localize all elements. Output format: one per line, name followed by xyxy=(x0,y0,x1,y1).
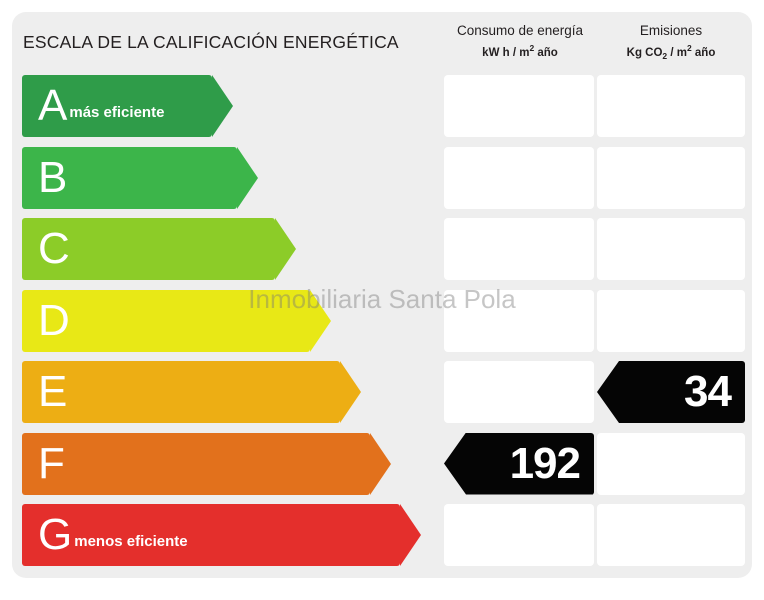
band-letter-c: C xyxy=(38,224,70,273)
rating-row-b: B xyxy=(12,146,752,209)
rating-row-e: E 34 xyxy=(12,361,752,423)
energy-cell-e xyxy=(444,361,594,423)
band-letter-e: E xyxy=(38,367,68,416)
band-letter-f: F xyxy=(38,438,65,488)
energy-value-badge-f: 192 xyxy=(444,432,594,495)
emissions-value: 34 xyxy=(684,367,732,416)
energy-band-c: C xyxy=(22,218,296,280)
emissions-cell-b xyxy=(597,146,745,209)
emissions-cell-g xyxy=(597,504,745,566)
band-arrow-tip-icon xyxy=(310,289,331,352)
scale-title: ESCALA DE LA CALIFICACIÓN ENERGÉTICA xyxy=(23,32,399,52)
band-note-a: más eficiente xyxy=(69,103,165,121)
energy-band-d: D xyxy=(22,289,331,352)
energy-cell-a xyxy=(444,75,594,137)
band-letter-d: D xyxy=(38,295,70,345)
band-letter-b: B xyxy=(38,152,68,202)
rating-row-d: D xyxy=(12,289,752,352)
band-letter-g: G xyxy=(38,510,73,559)
energy-band-f: F xyxy=(22,432,391,495)
energy-cell-b xyxy=(444,146,594,209)
band-arrow-tip-icon xyxy=(340,361,361,423)
band-letter-a: A xyxy=(38,81,68,130)
energy-band-b: B xyxy=(22,146,258,209)
energy-rating-certificate: ESCALA DE LA CALIFICACIÓN ENERGÉTICA Con… xyxy=(12,12,752,578)
column-header-emissions: Emisiones Kg CO2 / m2 año xyxy=(597,22,745,65)
energy-value: 192 xyxy=(509,438,581,488)
emissions-cell-a xyxy=(597,75,745,137)
column-header-energy-title: Consumo de energía xyxy=(456,23,584,38)
band-arrow-tip-icon xyxy=(237,146,258,209)
emissions-cell-c xyxy=(597,218,745,280)
energy-cell-d xyxy=(444,289,594,352)
energy-cell-c xyxy=(444,218,594,280)
energy-cell-g xyxy=(444,504,594,566)
band-arrow-tip-icon xyxy=(212,75,233,137)
emissions-cell-d xyxy=(597,289,745,352)
band-arrow-tip-icon xyxy=(400,504,421,566)
band-note-g: menos eficiente xyxy=(74,532,188,550)
column-header-emissions-units: Kg CO2 / m2 año xyxy=(626,43,716,62)
rating-row-c: C xyxy=(12,218,752,280)
column-header-energy-units: kW h / m2 año xyxy=(482,43,558,59)
energy-band-e: E xyxy=(22,361,361,423)
column-header-emissions-title: Emisiones xyxy=(639,23,703,38)
band-arrow-tip-icon xyxy=(370,432,391,495)
column-header-energy-consumption: Consumo de energía kW h / m2 año xyxy=(444,22,596,62)
emissions-value-badge-e: 34 xyxy=(597,361,745,423)
band-arrow-tip-icon xyxy=(275,218,296,280)
emissions-cell-f xyxy=(597,432,745,495)
certificate-header: ESCALA DE LA CALIFICACIÓN ENERGÉTICA Con… xyxy=(12,12,752,70)
rating-row-f: F 192 xyxy=(12,432,752,495)
